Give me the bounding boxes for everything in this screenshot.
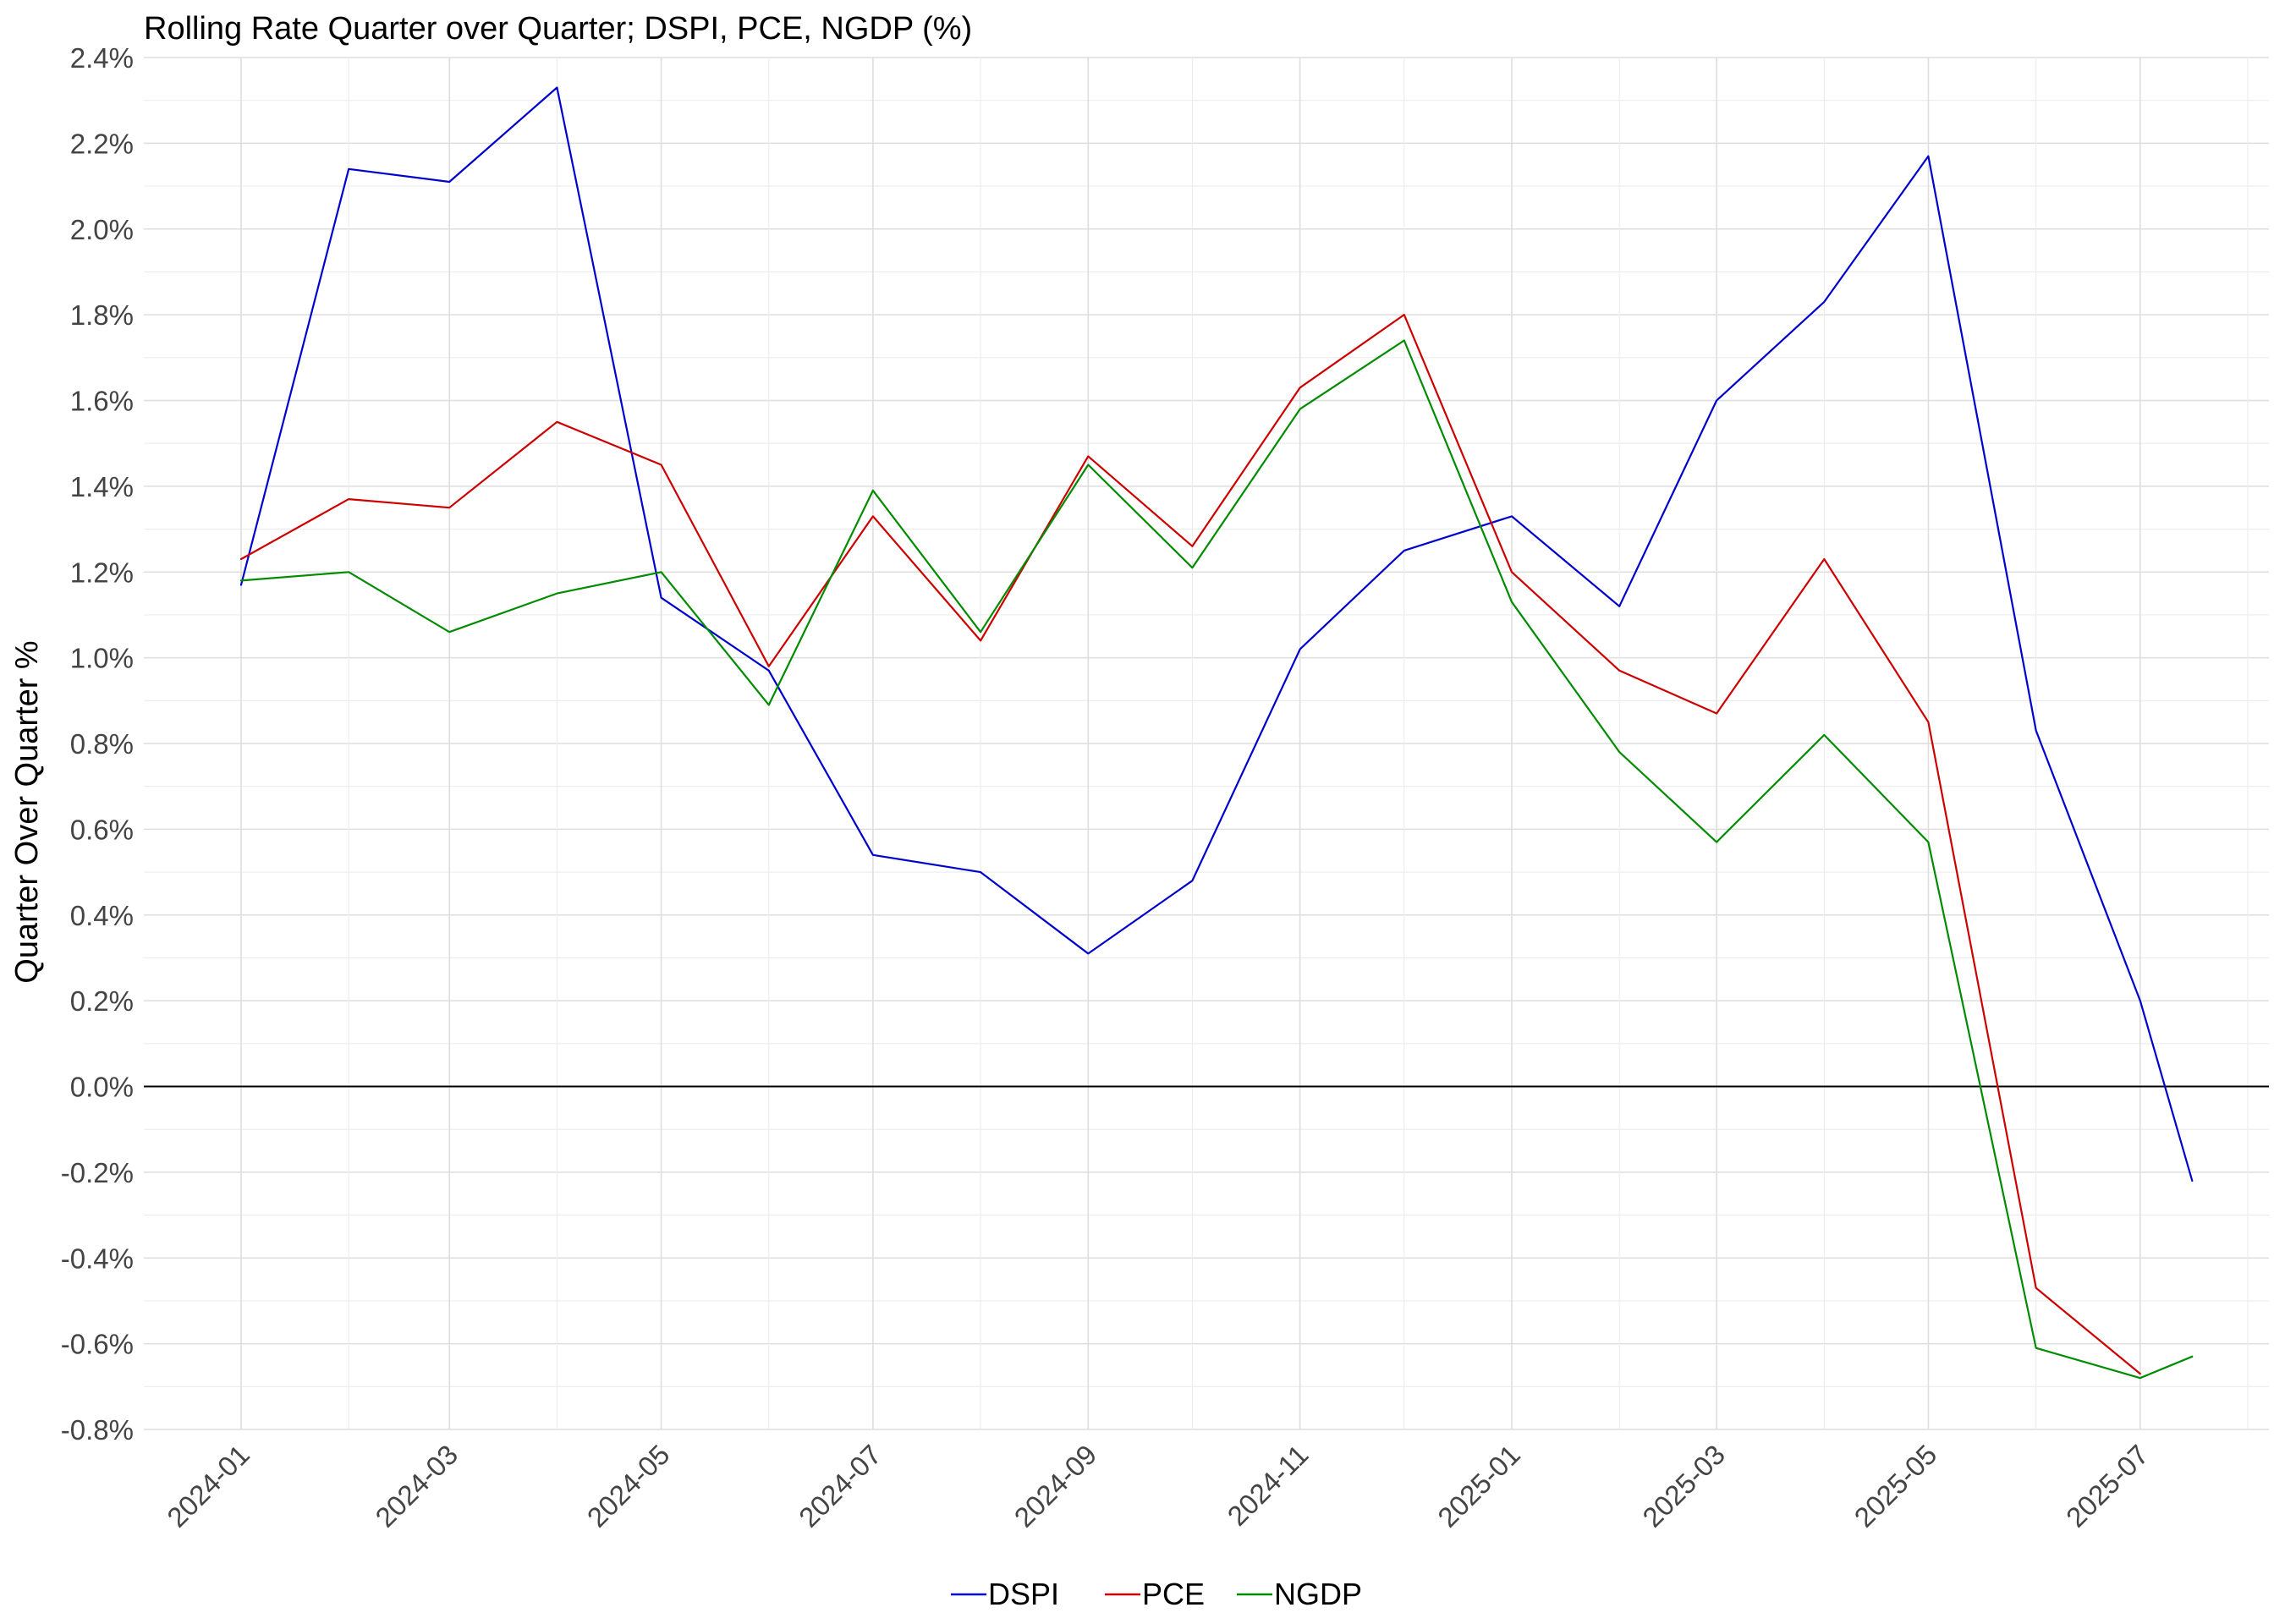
legend-label-ngdp: NGDP	[1274, 1577, 1362, 1611]
y-tick-label: 0.0%	[70, 1072, 134, 1103]
y-tick-label: 0.6%	[70, 814, 134, 845]
y-tick-label: 0.8%	[70, 728, 134, 760]
y-tick-label: 2.0%	[70, 214, 134, 245]
y-tick-label: 0.2%	[70, 985, 134, 1017]
x-tick-label: 2025-05	[1848, 1439, 1943, 1533]
y-tick-label: 2.2%	[70, 128, 134, 159]
x-tick-label: 2024-05	[581, 1439, 676, 1533]
x-tick-label: 2024-07	[793, 1439, 887, 1533]
y-tick-label: -0.4%	[61, 1243, 134, 1274]
y-tick-label: 1.8%	[70, 299, 134, 331]
y-tick-label: 1.0%	[70, 643, 134, 674]
x-axis-ticks: 2024-01 2024-03 2024-05 2024-07 2024-09 2024-…	[161, 1439, 2155, 1533]
y-tick-label: 0.4%	[70, 900, 134, 931]
grid	[144, 57, 2269, 1430]
y-axis-label: Quarter Over Quarter %	[9, 640, 45, 983]
x-tick-label: 2024-11	[1222, 1439, 1315, 1532]
x-tick-label: 2024-09	[1008, 1439, 1102, 1533]
x-tick-label: 2024-01	[161, 1439, 255, 1533]
x-tick-label: 2025-03	[1636, 1439, 1731, 1533]
series-line-pce	[239, 314, 2141, 1375]
x-tick-label: 2024-03	[369, 1439, 464, 1533]
legend-label-dspi: DSPI	[988, 1577, 1059, 1611]
series-line-ngdp	[239, 339, 2194, 1380]
y-tick-label: -0.2%	[61, 1157, 134, 1188]
y-tick-label: 1.4%	[70, 471, 134, 502]
y-tick-label: 1.6%	[70, 386, 134, 417]
y-tick-label: 2.4%	[70, 42, 134, 74]
x-tick-label: 2025-07	[2060, 1439, 2155, 1533]
y-axis-ticks: -0.8% -0.6% -0.4% -0.2% 0.0% 0.2% 0.4% 0.6% 0.8%…	[61, 42, 134, 1446]
legend-label-pce: PCE	[1142, 1577, 1205, 1611]
y-tick-label: -0.8%	[61, 1414, 134, 1446]
y-tick-label: 1.2%	[70, 557, 134, 588]
x-tick-label: 2025-01	[1431, 1439, 1526, 1533]
legend: DSPI PCE NGDP	[951, 1577, 1362, 1611]
series-lines	[239, 86, 2194, 1380]
chart-title: Rolling Rate Quarter over Quarter; DSPI,…	[144, 11, 972, 47]
y-tick-label: -0.6%	[61, 1329, 134, 1360]
series-line-dspi	[239, 86, 2194, 1182]
